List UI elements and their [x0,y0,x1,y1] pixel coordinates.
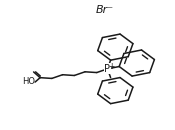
Text: Br⁻: Br⁻ [96,5,114,15]
Text: +: + [108,61,114,71]
Text: P: P [104,64,110,74]
Text: HO: HO [22,77,36,86]
